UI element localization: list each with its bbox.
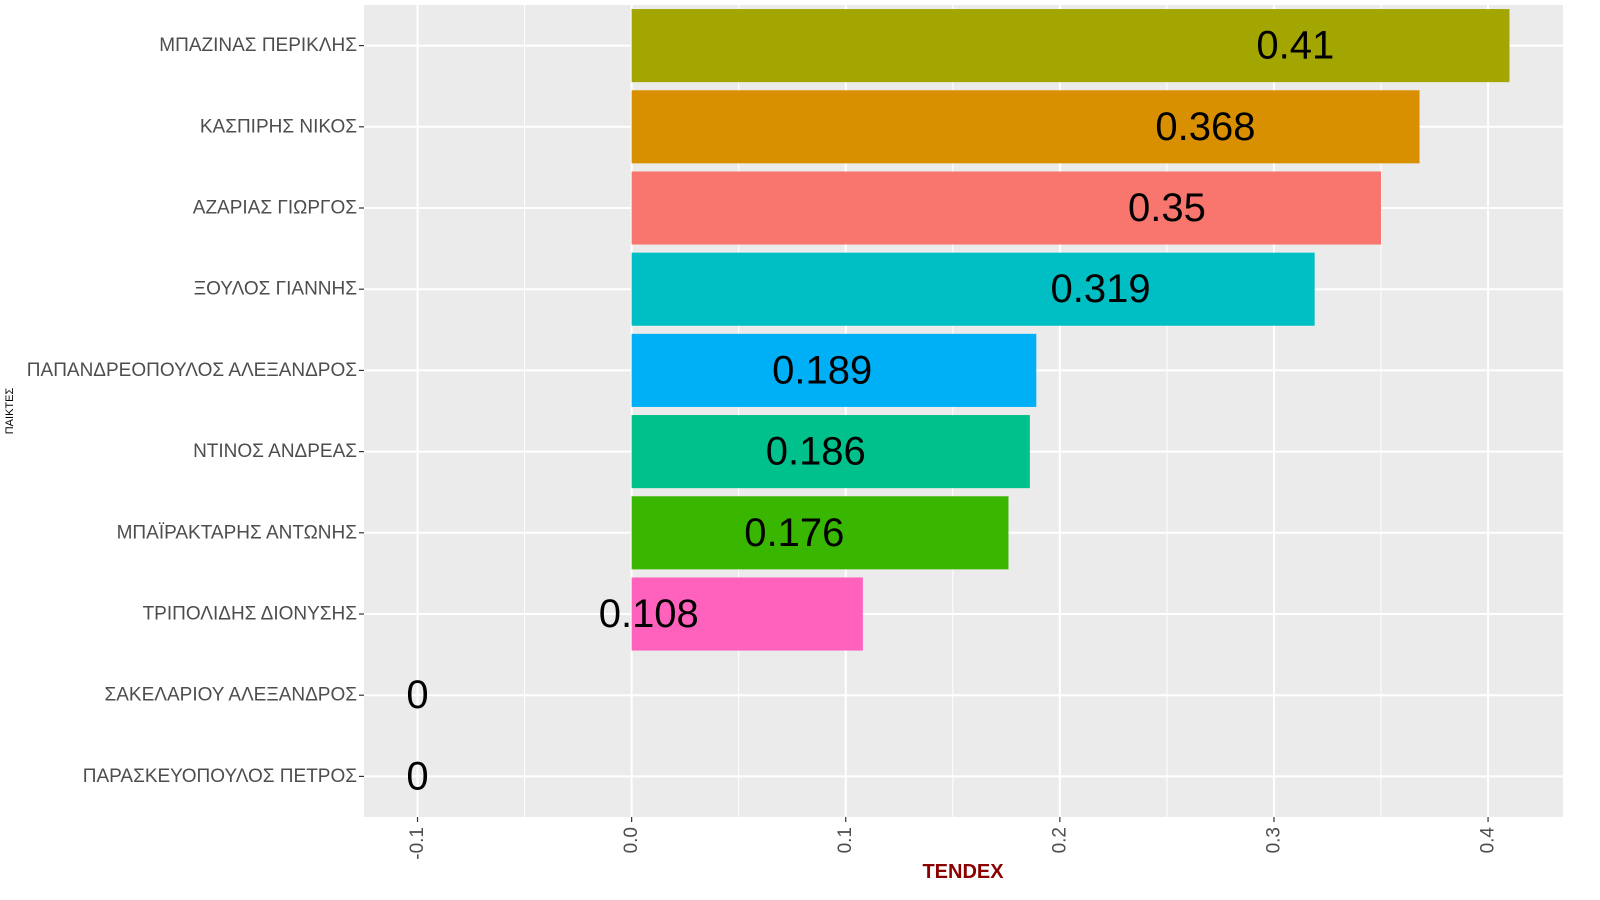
category-label: ΠΑΡΑΣΚΕΥΟΠΟΥΛΟΣ ΠΕΤΡΟΣ [83, 766, 357, 787]
data-label: 0.186 [766, 430, 866, 474]
bar [631, 415, 1030, 489]
data-label: 0.176 [744, 511, 844, 555]
y-axis-title: ΠΑΙΚΤΕΣ [4, 388, 16, 435]
data-label: 0 [406, 673, 428, 717]
bar-layer [631, 9, 1510, 651]
data-label-layer: 0.410.368 0.35 0.319 0.189 0.186 0.176 0.108 0 0 [406, 24, 1334, 799]
category-label: ΣΑΚΕΛΑΡΙΟΥ ΑΛΕΞΑΝΔΡΟΣ [105, 685, 357, 706]
bar [631, 171, 1382, 245]
x-tick-label: 0.3 [1263, 827, 1284, 853]
category-label: ΞΟΥΛΟΣ ΓΙΑΝΝΗΣ [194, 279, 357, 300]
x-tick-label: 0.2 [1049, 827, 1070, 853]
category-label: ΚΑΣΠΙΡΗΣ ΝΙΚΟΣ [200, 116, 357, 137]
x-tick-label: 0.4 [1478, 827, 1499, 854]
data-label: 0.319 [1050, 267, 1150, 311]
data-label: 0.189 [772, 348, 872, 392]
data-label: 0 [406, 754, 428, 798]
category-label: ΜΠΑΪΡΑΚΤΑΡΗΣ ΑΝΤΩΝΗΣ [117, 522, 357, 543]
bar [631, 9, 1510, 83]
category-label: ΠΑΠΑΝΔΡΕΟΠΟΥΛΟΣ ΑΛΕΞΑΝΔΡΟΣ [27, 360, 357, 381]
x-axis-title: TENDEX [922, 861, 1004, 883]
data-label: 0.368 [1155, 105, 1255, 149]
data-label: 0.108 [599, 592, 699, 636]
bar [631, 90, 1420, 164]
axis-layer: -0.1 0.0 0.1 0.2 0.3 0.4 ΜΠΑΖΙΝΑΣ ΠΕΡΙΚΛΗΣ ΚΑΣΠ… [27, 35, 1499, 860]
bar [631, 577, 863, 651]
bar [631, 496, 1009, 570]
category-label: ΤΡΙΠΟΛΙΔΗΣ ΔΙΟΝΥΣΗΣ [143, 604, 357, 625]
category-label: ΑΖΑΡΙΑΣ ΓΙΩΡΓΟΣ [193, 198, 357, 219]
category-label: ΝΤΙΝΟΣ ΑΝΔΡΕΑΣ [193, 441, 357, 462]
bar [631, 333, 1037, 407]
bar [631, 252, 1315, 326]
category-label: ΜΠΑΖΙΝΑΣ ΠΕΡΙΚΛΗΣ [159, 35, 357, 56]
data-label: 0.35 [1128, 186, 1206, 230]
data-label: 0.41 [1256, 24, 1334, 68]
x-tick-label: -0.1 [407, 827, 428, 860]
x-tick-label: 0.0 [621, 827, 642, 853]
x-tick-label: 0.1 [835, 827, 856, 853]
